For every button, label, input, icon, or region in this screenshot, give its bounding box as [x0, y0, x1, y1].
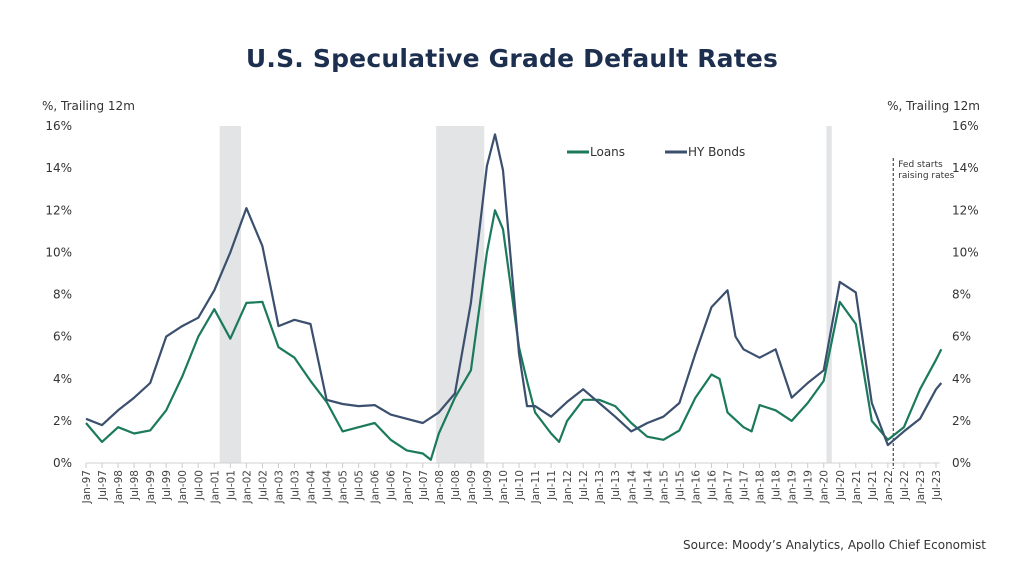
legend-label: HY Bonds [688, 145, 745, 159]
x-tick-label: Jan-16 [690, 470, 702, 505]
x-tick-label: Jul-98 [129, 470, 141, 501]
x-tick-label: Jul-15 [674, 470, 686, 501]
x-tick-label: Jan-06 [370, 470, 382, 505]
x-tick-label: Jul-21 [867, 470, 879, 501]
x-tick-label: Jul-23 [931, 470, 943, 501]
x-tick-label: Jul-11 [546, 470, 558, 501]
y-tick-label-left: 8% [53, 288, 72, 302]
x-tick-label: Jul-13 [610, 470, 622, 501]
x-tick-label: Jan-97 [81, 470, 93, 504]
x-tick-label: Jul-10 [514, 470, 526, 501]
source-note: Source: Moody’s Analytics, Apollo Chief … [682, 538, 986, 552]
recession-band [826, 126, 832, 463]
x-tick-label: Jan-99 [145, 470, 157, 504]
x-tick-label: Jul-18 [771, 470, 783, 501]
x-tick-label: Jan-00 [177, 470, 189, 504]
x-tick-label: Jan-22 [883, 470, 895, 504]
x-tick-label: Jan-14 [626, 470, 638, 505]
x-tick-label: Jul-19 [803, 470, 815, 501]
annotation-text: raising rates [898, 171, 954, 181]
y-tick-label-right: 2% [952, 414, 971, 428]
x-tick-label: Jul-06 [386, 470, 398, 501]
x-tick-label: Jul-22 [899, 470, 911, 501]
y-tick-label-right: 8% [952, 288, 971, 302]
y-tick-label-right: 0% [952, 456, 971, 470]
y-tick-label-right: 6% [952, 330, 971, 344]
y-tick-label-right: 10% [952, 245, 979, 259]
x-tick-label: Jul-07 [418, 470, 430, 501]
x-tick-label: Jul-12 [578, 470, 590, 501]
y-axis-label-left: %, Trailing 12m [42, 99, 135, 113]
x-tick-label: Jul-16 [706, 470, 718, 501]
x-tick-label: Jan-10 [498, 470, 510, 504]
x-tick-label: Jul-01 [225, 470, 237, 501]
legend-label: Loans [590, 145, 625, 159]
x-tick-label: Jul-97 [97, 470, 109, 501]
x-tick-label: Jul-00 [193, 470, 205, 501]
x-tick-label: Jul-09 [482, 470, 494, 501]
x-tick-label: Jul-20 [835, 470, 847, 501]
x-tick-label: Jul-02 [257, 470, 269, 501]
recession-band [436, 126, 485, 463]
series-line-loans [85, 209, 943, 461]
y-tick-label-left: 12% [45, 203, 72, 217]
x-tick-label: Jan-18 [755, 470, 767, 504]
x-tick-label: Jan-98 [113, 470, 125, 504]
series-line-hy-bonds [85, 133, 943, 447]
y-tick-label-left: 0% [53, 456, 72, 470]
chart-title: U.S. Speculative Grade Default Rates [245, 44, 779, 73]
y-tick-label-right: 4% [952, 372, 971, 386]
x-tick-label: Jul-17 [739, 470, 751, 501]
annotation-text: Fed starts [898, 160, 943, 170]
y-tick-label-left: 6% [53, 330, 72, 344]
y-tick-label-left: 16% [45, 119, 72, 133]
x-tick-label: Jan-02 [241, 470, 253, 504]
x-tick-label: Jul-05 [354, 470, 366, 501]
y-tick-label-left: 10% [45, 245, 72, 259]
x-tick-label: Jul-04 [322, 470, 334, 501]
x-tick-label: Jan-12 [562, 470, 574, 504]
x-tick-label: Jan-11 [530, 470, 542, 504]
x-tick-label: Jan-23 [915, 470, 927, 504]
x-tick-label: Jul-08 [450, 470, 462, 501]
x-tick-label: Jul-14 [642, 470, 654, 501]
x-tick-label: Jul-99 [161, 470, 173, 501]
x-tick-label: Jan-04 [306, 470, 318, 505]
x-tick-label: Jan-17 [723, 470, 735, 504]
x-tick-label: Jan-05 [338, 470, 350, 504]
y-tick-label-right: 14% [952, 161, 979, 175]
x-tick-label: Jan-03 [273, 470, 285, 504]
y-tick-label-left: 4% [53, 372, 72, 386]
y-tick-label-right: 12% [952, 203, 979, 217]
x-tick-label: Jan-13 [594, 470, 606, 504]
x-tick-label: Jan-09 [466, 470, 478, 504]
y-tick-label-right: 16% [952, 119, 979, 133]
y-tick-label-left: 2% [53, 414, 72, 428]
x-tick-label: Jan-07 [402, 470, 414, 504]
x-tick-label: Jan-01 [209, 470, 221, 504]
x-tick-label: Jan-19 [787, 470, 799, 504]
x-tick-label: Jan-21 [851, 470, 863, 504]
x-tick-label: Jan-15 [658, 470, 670, 504]
y-tick-label-left: 14% [45, 161, 72, 175]
recession-band [219, 126, 242, 463]
x-tick-label: Jan-08 [434, 470, 446, 504]
y-axis-label-right: %, Trailing 12m [887, 99, 980, 113]
x-tick-label: Jan-20 [819, 470, 831, 504]
x-tick-label: Jul-03 [289, 470, 301, 501]
